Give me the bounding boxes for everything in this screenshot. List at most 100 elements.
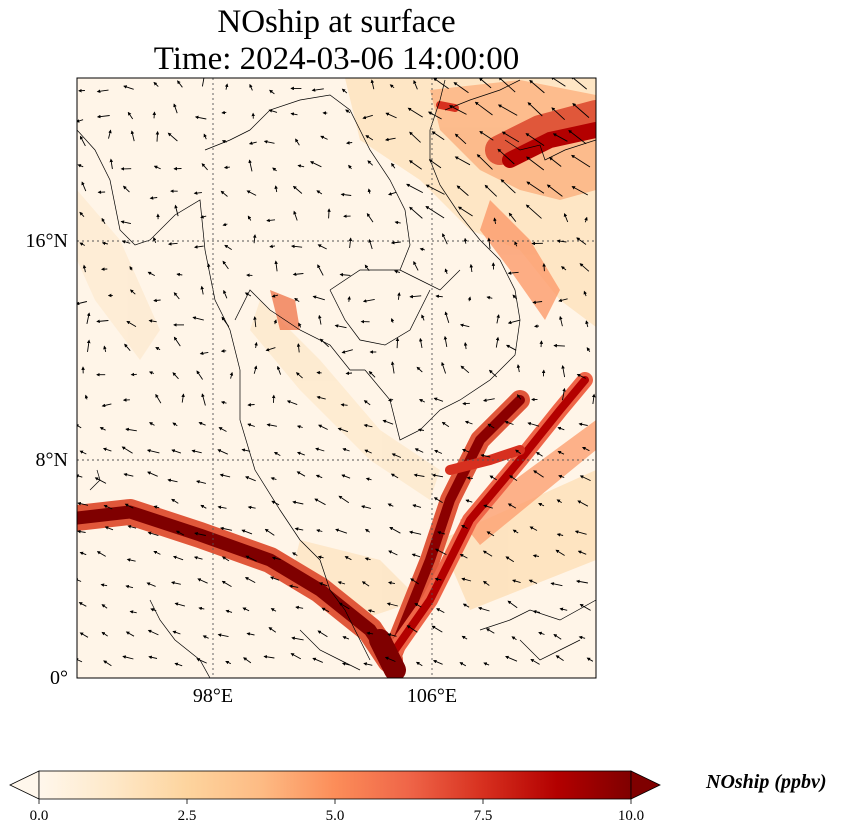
- wind-arrow: [125, 427, 137, 432]
- wind-arrow: [124, 503, 134, 509]
- wind-arrow: [246, 632, 255, 636]
- wind-arrow: [417, 428, 424, 432]
- wind-arrow: [551, 107, 566, 121]
- wind-arrow: [558, 474, 565, 479]
- wind-arrow: [265, 347, 276, 352]
- wind-arrow: [459, 323, 470, 328]
- wind-arrow: [505, 655, 518, 662]
- wind-arrow: [348, 164, 352, 170]
- wind-arrow: [272, 167, 277, 172]
- wind-arrow: [562, 387, 566, 401]
- wind-arrow: [199, 351, 209, 356]
- wind-arrow: [578, 635, 586, 640]
- wind-arrow: [478, 606, 490, 612]
- colorbar-tick-label: 10.0: [617, 808, 645, 824]
- wind-arrow: [224, 83, 229, 90]
- wind-arrow: [96, 551, 106, 557]
- wind-arrow: [507, 319, 520, 325]
- wind-arrow: [367, 609, 375, 613]
- wind-arrow: [478, 78, 492, 89]
- wind-arrow: [219, 473, 231, 478]
- wind-arrow: [241, 448, 251, 452]
- wind-arrow: [413, 260, 419, 271]
- wind-arrow: [316, 529, 323, 533]
- wind-arrow: [419, 337, 423, 348]
- wind-arrow: [444, 268, 449, 275]
- colorbar-tick-label: 0.0: [29, 808, 49, 824]
- wind-arrow: [249, 83, 253, 91]
- wind-arrow: [121, 446, 133, 454]
- wind-arrow: [94, 477, 107, 484]
- wind-arrow: [79, 632, 89, 638]
- wind-arrow: [221, 110, 227, 115]
- wind-arrow: [394, 220, 401, 225]
- wind-arrow: [247, 215, 252, 221]
- wind-arrow: [296, 451, 305, 456]
- wind-arrow: [292, 552, 298, 556]
- wind-arrow: [317, 264, 324, 276]
- wind-arrow: [341, 474, 351, 479]
- wind-arrow: [103, 345, 107, 353]
- wind-arrow: [433, 497, 443, 503]
- wind-arrow: [474, 101, 493, 116]
- wind-arrow: [497, 148, 515, 165]
- wind-arrow: [196, 658, 207, 664]
- wind-arrow: [555, 655, 564, 661]
- wind-arrow: [364, 528, 371, 533]
- wind-arrow: [79, 450, 87, 455]
- wind-arrow: [309, 161, 322, 168]
- wind-arrow: [526, 181, 545, 194]
- wind-arrow: [463, 237, 468, 244]
- wind-arrow: [147, 531, 159, 537]
- colorbar-label: NOship (ppbv): [706, 771, 827, 793]
- wind-arrow: [146, 449, 160, 454]
- wind-arrow: [167, 132, 178, 142]
- wind-arrow: [264, 528, 275, 536]
- wind-arrow: [348, 237, 353, 249]
- wind-arrow: [342, 447, 350, 452]
- wind-arrow: [220, 190, 228, 197]
- wind-arrow: [317, 630, 328, 638]
- wind-arrow: [108, 129, 112, 139]
- wind-arrow: [389, 84, 395, 89]
- wind-arrow: [591, 393, 596, 405]
- wind-arrow: [579, 604, 591, 611]
- wind-arrow: [489, 475, 497, 481]
- wind-arrow: [101, 241, 109, 246]
- wind-arrow: [370, 79, 375, 90]
- wind-arrow: [482, 580, 490, 586]
- wind-arrow: [315, 474, 323, 479]
- wind-arrow: [196, 370, 203, 380]
- wind-arrow: [411, 553, 421, 558]
- wind-arrow: [433, 78, 449, 89]
- wind-arrow: [292, 500, 304, 505]
- wind-arrow: [109, 158, 114, 170]
- wind-arrow: [390, 361, 395, 374]
- wind-arrow: [505, 556, 515, 563]
- wind-arrow: [539, 340, 544, 348]
- wind-arrow: [194, 115, 207, 120]
- wind-arrow: [526, 156, 545, 171]
- wind-arrow: [247, 402, 255, 407]
- wind-arrow: [442, 233, 448, 245]
- wind-arrow: [148, 655, 158, 660]
- wind-arrow: [78, 602, 87, 607]
- wind-arrow: [454, 133, 467, 145]
- lat-label-16n: 16°N: [25, 230, 68, 252]
- wind-arrow: [149, 196, 158, 200]
- wind-arrow: [570, 78, 587, 90]
- wind-arrow: [334, 324, 347, 329]
- wind-arrow: [413, 473, 425, 478]
- wind-arrow: [77, 529, 86, 534]
- wind-arrow: [507, 503, 517, 509]
- wind-arrow: [276, 365, 282, 375]
- wind-arrow: [229, 371, 234, 379]
- wind-arrow: [542, 263, 546, 272]
- wind-arrow: [385, 137, 396, 142]
- wind-arrow: [347, 296, 351, 302]
- wind-arrow: [419, 399, 426, 403]
- wind-arrow: [532, 610, 541, 614]
- wind-arrow: [338, 602, 350, 610]
- wind-arrow: [495, 336, 500, 348]
